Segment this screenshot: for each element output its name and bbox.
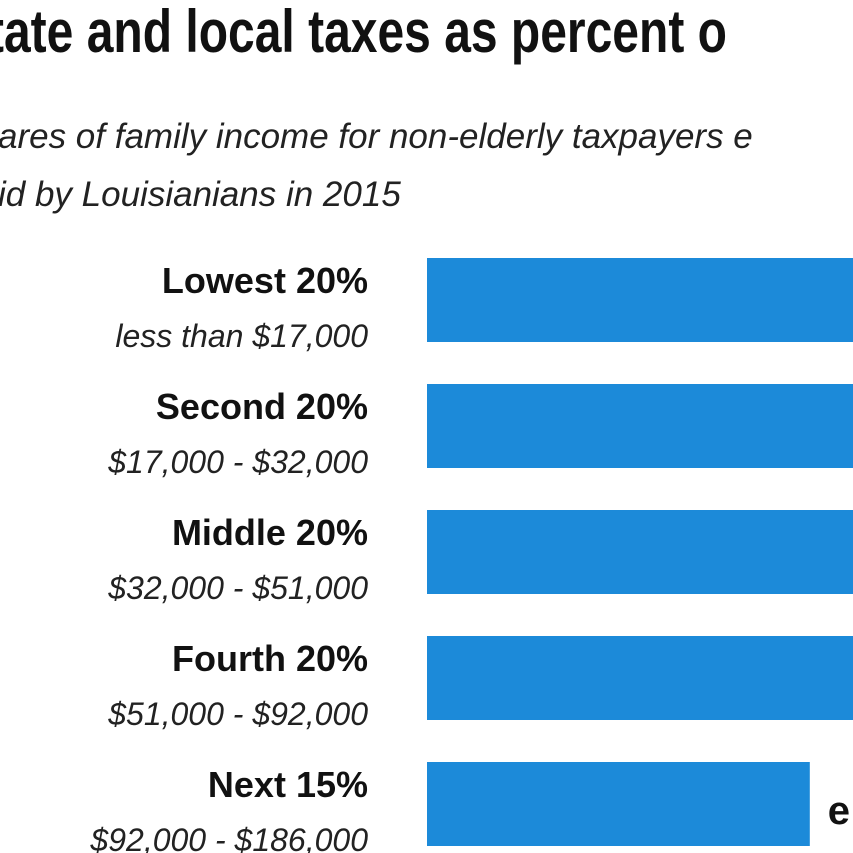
subtitle-line-2: id by Louisianians in 2015	[0, 175, 401, 214]
subtitle-line-1: ares of family income for non-elderly ta…	[0, 117, 753, 156]
income-range-label: less than $17,000	[115, 318, 368, 354]
bar	[427, 636, 853, 720]
income-range-label: $51,000 - $92,000	[107, 696, 368, 732]
category-label: Middle 20%	[172, 512, 368, 553]
income-range-label: $32,000 - $51,000	[107, 570, 368, 606]
bar	[427, 258, 853, 342]
bar	[427, 762, 810, 846]
chart-subtitle: ares of family income for non-elderly ta…	[0, 108, 753, 224]
category-label: Next 15%	[208, 764, 368, 805]
category-label: Lowest 20%	[162, 260, 368, 301]
category-label: Fourth 20%	[172, 638, 368, 679]
bar-value-label: e	[828, 789, 850, 833]
bar	[427, 510, 853, 594]
income-range-label: $92,000 - $186,000	[89, 822, 368, 853]
category-label: Second 20%	[156, 386, 368, 427]
income-range-label: $17,000 - $32,000	[107, 444, 368, 480]
bar	[427, 384, 853, 468]
chart-title: tate and local taxes as percent o	[0, 0, 727, 65]
